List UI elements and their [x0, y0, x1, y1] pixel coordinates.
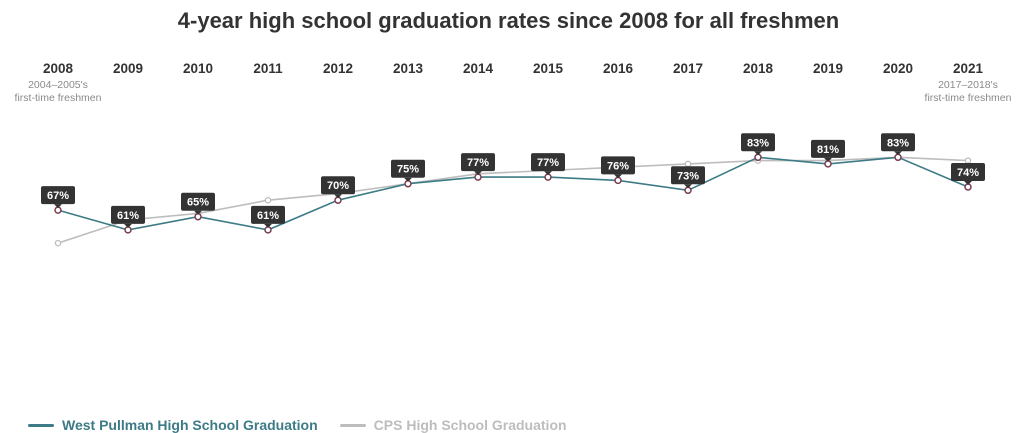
- x-tick-label-2020: 2020: [883, 61, 913, 76]
- x-tick-label-2019: 2019: [813, 61, 843, 76]
- data-label-text-2015: 77%: [537, 157, 559, 169]
- data-label-text-2014: 77%: [467, 157, 489, 169]
- x-tick-label-2018: 2018: [743, 61, 774, 76]
- data-label-text-2010: 65%: [187, 197, 209, 209]
- data-label-2008: 67%: [41, 186, 75, 209]
- series-line-west-pullman: [57, 156, 969, 231]
- x-tick-label-2016: 2016: [603, 61, 634, 76]
- data-label-box-2010: [181, 192, 215, 211]
- x-tick-note-2021-1: first-time freshmen: [925, 92, 1012, 104]
- data-label-box-2018: [741, 133, 775, 152]
- data-label-2019: 81%: [811, 139, 845, 162]
- data-label-2009: 61%: [111, 205, 145, 228]
- x-tick-label-2010: 2010: [183, 61, 213, 76]
- x-tick-label-2011: 2011: [253, 61, 283, 76]
- data-label-text-2008: 67%: [47, 190, 69, 202]
- data-label-box-2021: [951, 163, 985, 181]
- x-tick-label-2015: 2015: [533, 61, 564, 76]
- data-label-2015: 77%: [531, 153, 565, 176]
- data-label-text-2019: 81%: [817, 144, 839, 156]
- data-label-2018: 83%: [741, 133, 775, 156]
- legend: West Pullman High School Graduation CPS …: [28, 417, 589, 433]
- legend-swatch-cps: [339, 423, 366, 427]
- data-label-pointer-2011: [264, 223, 272, 228]
- data-label-box-2011: [251, 205, 285, 224]
- data-label-text-2016: 76%: [607, 160, 629, 172]
- data-label-pointer-2009: [124, 223, 132, 228]
- data-label-2011: 61%: [251, 205, 285, 228]
- data-label-pointer-2008: [54, 204, 62, 209]
- x-tick-note-2008-1: first-time freshmen: [15, 92, 102, 104]
- x-tick-label-2021: 2021: [953, 61, 984, 76]
- data-label-text-2009: 61%: [117, 210, 139, 222]
- chart-title: 4-year high school graduation rates sinc…: [177, 8, 840, 33]
- data-label-text-2012: 70%: [327, 180, 349, 192]
- x-tick-label-2012: 2012: [323, 61, 353, 76]
- data-label-box-2019: [811, 139, 845, 158]
- legend-item-west-pullman[interactable]: West Pullman High School Graduation: [28, 417, 318, 433]
- legend-item-cps[interactable]: CPS High School Graduation: [339, 417, 567, 433]
- data-label-2012: 70%: [321, 176, 355, 199]
- data-label-text-2018: 83%: [747, 137, 769, 149]
- series-line-cps: [57, 156, 969, 244]
- data-label-box-2017: [671, 166, 705, 185]
- data-point-cps-2008[interactable]: [54, 239, 62, 247]
- x-tick-label-2009: 2009: [113, 61, 143, 76]
- data-label-pointer-2012: [334, 194, 342, 199]
- x-tick-label-2008: 2008: [43, 61, 74, 76]
- data-label-pointer-2010: [194, 210, 202, 215]
- data-label-2010: 65%: [181, 192, 215, 215]
- data-label-text-2017: 73%: [677, 170, 699, 182]
- x-tick-label-2013: 2013: [393, 61, 424, 76]
- data-label-text-2013: 75%: [397, 164, 419, 176]
- data-label-2013: 75%: [391, 159, 425, 182]
- x-tick-note-2008-0: 2004–2005's: [28, 79, 88, 91]
- data-point-cps-2017[interactable]: [684, 160, 692, 168]
- data-label-box-2016: [601, 156, 635, 175]
- data-point-cps-2021[interactable]: [964, 157, 972, 164]
- data-label-pointer-2016: [614, 174, 622, 179]
- data-label-pointer-2020: [894, 151, 902, 156]
- legend-label-cps: CPS High School Graduation: [373, 417, 567, 433]
- legend-swatch-west-pullman: [28, 423, 54, 427]
- data-label-box-2020: [881, 133, 915, 152]
- data-label-2017: 73%: [671, 166, 705, 189]
- data-label-box-2009: [111, 205, 145, 224]
- data-label-pointer-2019: [824, 157, 832, 162]
- data-label-pointer-2021: [964, 181, 972, 185]
- data-label-box-2013: [391, 159, 425, 178]
- data-label-pointer-2017: [684, 184, 692, 189]
- data-label-box-2008: [41, 186, 75, 205]
- data-label-box-2015: [531, 153, 565, 172]
- x-tick-note-2021-0: 2017–2018's: [938, 79, 998, 91]
- legend-label-west-pullman: West Pullman High School Graduation: [62, 417, 318, 433]
- x-tick-label-2017: 2017: [673, 61, 703, 76]
- data-label-pointer-2014: [474, 171, 482, 176]
- data-label-pointer-2015: [544, 171, 552, 176]
- data-label-2014: 77%: [461, 153, 495, 176]
- data-label-text-2020: 83%: [887, 137, 909, 149]
- line-chart: 2008 2009 2010 2011 2012 2013 2014 2015 2016 2017…: [15, 61, 1012, 247]
- data-label-2021: 74%: [951, 163, 985, 185]
- data-label-text-2021: 74%: [957, 167, 979, 179]
- data-label-box-2012: [321, 176, 355, 195]
- x-tick-label-2014: 2014: [463, 61, 494, 76]
- data-label-text-2011: 61%: [257, 210, 279, 222]
- data-label-pointer-2013: [404, 177, 412, 182]
- data-label-pointer-2018: [754, 151, 762, 156]
- data-label-2016: 76%: [601, 156, 635, 179]
- data-label-2020: 83%: [881, 133, 915, 156]
- data-point-cps-2011[interactable]: [264, 196, 272, 204]
- data-label-box-2014: [461, 153, 495, 172]
